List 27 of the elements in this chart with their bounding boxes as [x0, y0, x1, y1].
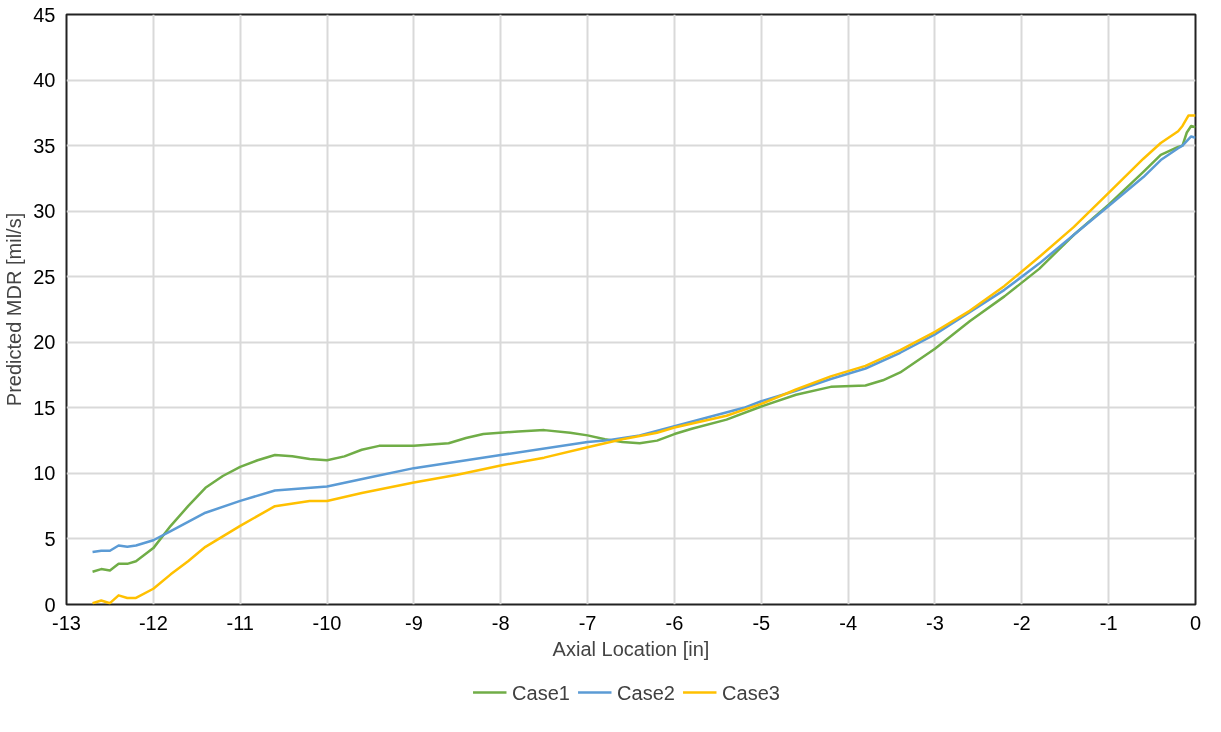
x-tick-label: -10 [312, 611, 342, 634]
y-tick-label: 20 [33, 331, 56, 354]
x-tick-label: -7 [578, 611, 597, 634]
x-tick-label: -4 [839, 611, 858, 634]
x-tick-label: -9 [404, 611, 423, 634]
legend-label: Case3 [722, 681, 780, 704]
x-tick-label: -5 [752, 611, 771, 634]
x-tick-label: -8 [491, 611, 510, 634]
x-axis-title: Axial Location [in] [552, 637, 710, 660]
y-tick-label: 35 [33, 134, 56, 157]
y-tick-label: 25 [33, 265, 56, 288]
x-tick-label: -11 [226, 611, 254, 634]
y-tick-label: 15 [33, 396, 56, 419]
y-axis-title: Predicted MDR [mil/s] [3, 212, 26, 407]
y-tick-label: 5 [44, 527, 56, 550]
y-tick-label: 40 [33, 69, 56, 92]
x-tick-label: -2 [1012, 611, 1031, 634]
x-tick-label: -1 [1099, 611, 1118, 634]
x-tick-label: -3 [926, 611, 944, 634]
legend-label: Case2 [617, 681, 675, 704]
x-tick-label: -6 [665, 611, 684, 634]
y-tick-label: 30 [33, 200, 56, 223]
y-tick-label: 45 [33, 3, 56, 26]
y-tick-label: 10 [33, 462, 56, 485]
x-tick-label: 0 [1189, 611, 1202, 634]
x-tick-label: -12 [138, 611, 168, 634]
legend-label: Case1 [512, 681, 570, 704]
